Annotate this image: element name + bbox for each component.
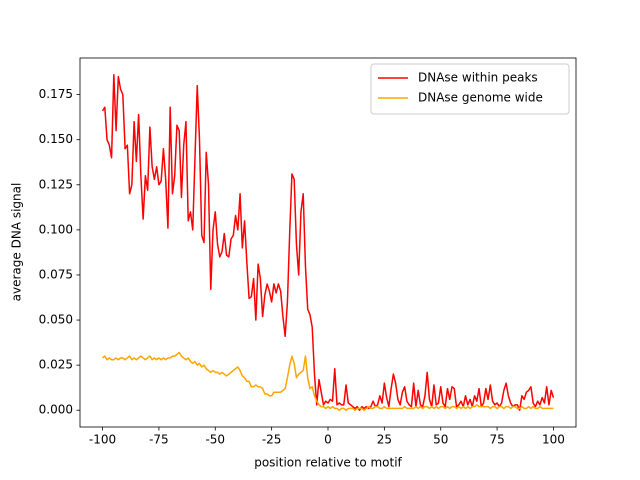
y-tick-label: 0.050 bbox=[39, 313, 73, 327]
legend-box bbox=[370, 63, 570, 115]
x-axis-label: position relative to motif bbox=[254, 456, 402, 470]
data-line bbox=[102, 351, 554, 411]
y-tick-label: 0.100 bbox=[39, 222, 73, 236]
x-tick-label: -25 bbox=[262, 433, 282, 447]
x-tick-label: -50 bbox=[205, 433, 225, 447]
x-tick-label: 100 bbox=[542, 433, 565, 447]
x-tick-label: 75 bbox=[489, 433, 504, 447]
y-tick-label: 0.125 bbox=[39, 177, 73, 191]
x-tick-label: 0 bbox=[324, 433, 332, 447]
y-axis-label: average DNA signal bbox=[10, 183, 24, 302]
x-tick-label: 25 bbox=[377, 433, 392, 447]
data-line bbox=[101, 74, 555, 411]
legend-label: DNAse genome wide bbox=[418, 91, 543, 105]
y-tick-label: 0.175 bbox=[39, 87, 73, 101]
y-tick-label: 0.075 bbox=[39, 267, 73, 281]
x-tick-label: -100 bbox=[89, 433, 116, 447]
y-tick-label: 0.150 bbox=[39, 132, 73, 146]
y-tick-label: 0.025 bbox=[39, 358, 73, 372]
legend-label: DNAse within peaks bbox=[418, 71, 538, 85]
y-tick-label: 0.000 bbox=[39, 403, 73, 417]
x-tick-label: 50 bbox=[433, 433, 448, 447]
x-tick-label: -75 bbox=[149, 433, 169, 447]
